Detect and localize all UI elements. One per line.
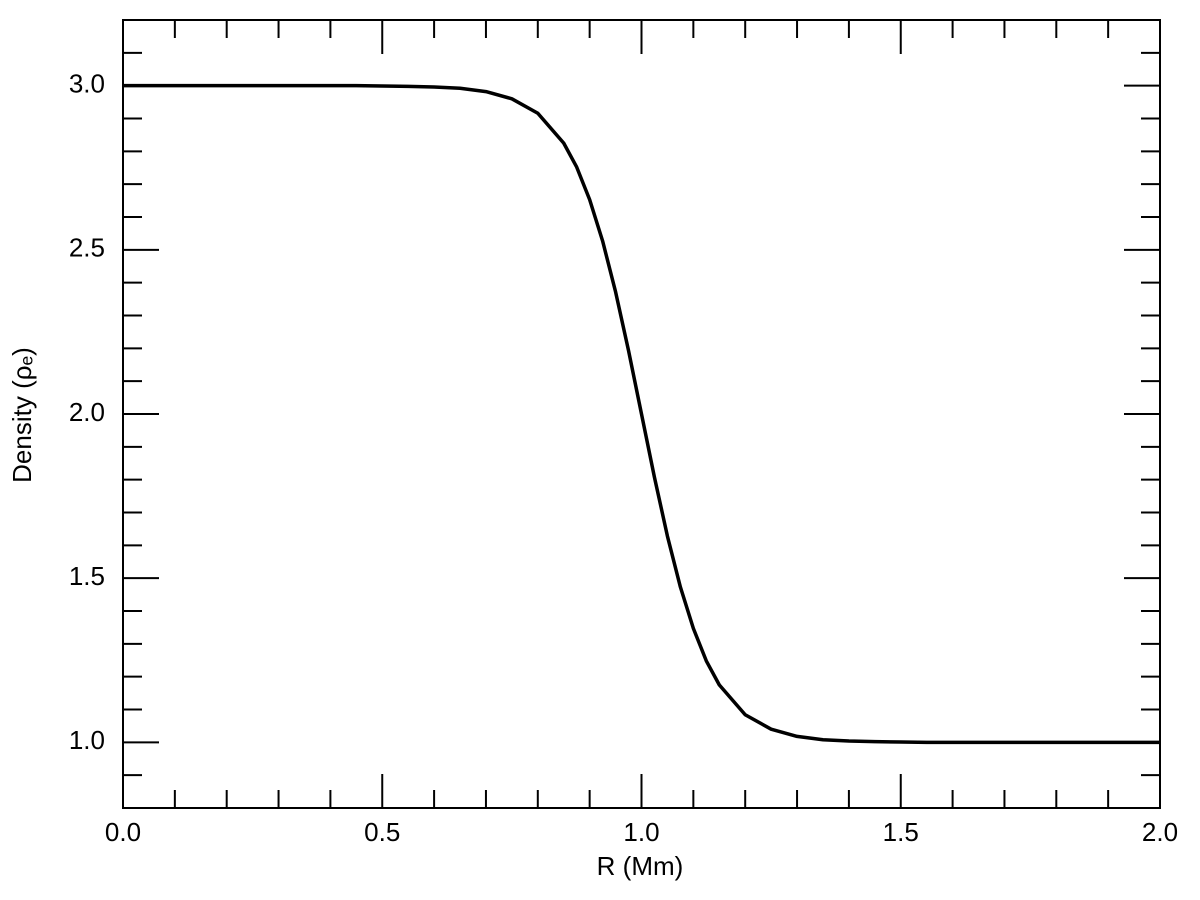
x-axis-label: R (Mm) [597,851,684,881]
y-tick-label: 1.0 [69,725,105,755]
x-tick-label: 1.5 [883,817,919,847]
x-tick-label: 0.5 [364,817,400,847]
y-tick-label: 3.0 [69,69,105,99]
y-tick-label: 2.5 [69,233,105,263]
y-tick-label: 1.5 [69,561,105,591]
y-axis-label: Density (ρₑ) [7,347,37,483]
y-tick-label: 2.0 [69,397,105,427]
x-tick-label: 2.0 [1142,817,1178,847]
data-line [123,83,1160,745]
x-tick-label: 0.0 [105,817,141,847]
x-tick-label: 1.0 [623,817,659,847]
